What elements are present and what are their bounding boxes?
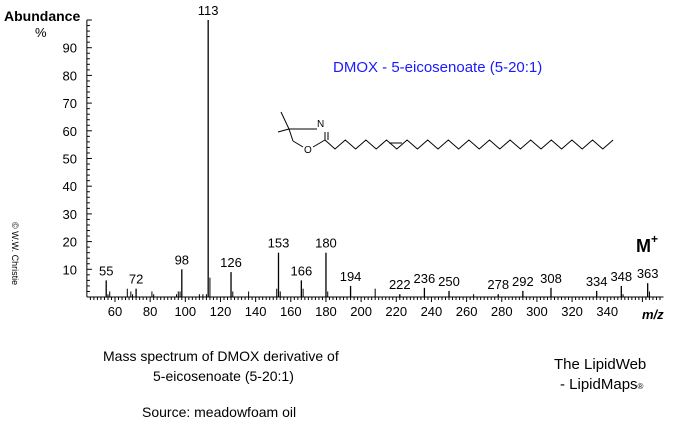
x-tick-label: 260 xyxy=(456,304,478,319)
y-tick-label: 20 xyxy=(63,235,77,250)
registered-mark: ® xyxy=(637,382,644,391)
x-tick-label: 300 xyxy=(526,304,548,319)
x-tick-label: 180 xyxy=(315,304,337,319)
molecular-ion-label: M+ xyxy=(636,232,658,256)
y-tick-label: 70 xyxy=(63,96,77,111)
branding-line-1: The LipidWeb xyxy=(554,356,647,373)
peak-label: 113 xyxy=(198,3,219,18)
y-tick-label: 80 xyxy=(63,68,77,83)
dmox-structure: NO xyxy=(277,111,614,156)
x-axis-title: m/z xyxy=(642,307,664,322)
peak-label: 194 xyxy=(340,269,362,284)
peak-label: 278 xyxy=(487,277,509,292)
copyright-text: © W.W. Christie xyxy=(10,222,20,285)
x-tick-label: 200 xyxy=(350,304,372,319)
peak-label: 348 xyxy=(610,269,632,284)
y-tick-label: 30 xyxy=(63,207,77,222)
x-tick-label: 140 xyxy=(245,304,267,319)
x-tick-label: 60 xyxy=(108,304,122,319)
peak-label: 334 xyxy=(586,274,608,289)
nitrogen-atom: N xyxy=(317,119,324,130)
caption-line-2: 5-eicosenoate (5-20:1) xyxy=(153,368,294,384)
y-tick-label: 40 xyxy=(63,179,77,194)
branding-name: - LipidMaps xyxy=(560,376,638,393)
x-tick-label: 220 xyxy=(385,304,407,319)
peak-label: 98 xyxy=(175,252,189,267)
y-axis-title: Abundance xyxy=(4,8,80,24)
peak-label: 236 xyxy=(414,271,436,286)
peak-label: 308 xyxy=(540,271,562,286)
x-tick-label: 160 xyxy=(280,304,302,319)
peak-label: 180 xyxy=(315,236,337,251)
peak-label: 166 xyxy=(290,263,312,278)
x-tick-label: 340 xyxy=(596,304,618,319)
peak-label: 55 xyxy=(99,263,113,278)
x-tick-label: 280 xyxy=(491,304,513,319)
x-tick-label: 80 xyxy=(143,304,157,319)
caption-source: Source: meadowfoam oil xyxy=(142,404,297,420)
oxygen-atom: O xyxy=(304,145,312,156)
x-tick-label: 100 xyxy=(174,304,196,319)
x-tick-label: 320 xyxy=(561,304,583,319)
peak-label: 222 xyxy=(389,277,411,292)
chart-title: DMOX - 5-eicosenoate (5-20:1) xyxy=(333,59,542,76)
x-tick-label: 120 xyxy=(210,304,232,319)
y-tick-label: 50 xyxy=(63,152,77,167)
ring-bond xyxy=(292,140,304,148)
peak-label: 250 xyxy=(438,274,460,289)
peak-label: 363 xyxy=(637,266,659,281)
y-tick-label: 60 xyxy=(63,124,77,139)
y-tick-label: 10 xyxy=(63,262,77,277)
peak-label: 153 xyxy=(268,236,290,251)
methyl-bond xyxy=(280,111,290,130)
y-axis-unit: % xyxy=(35,25,47,40)
y-tick-label: 90 xyxy=(63,41,77,56)
methyl-bond xyxy=(277,128,290,133)
peak-label: 126 xyxy=(220,255,242,270)
ring-bond xyxy=(312,139,326,148)
x-tick-label: 240 xyxy=(421,304,443,319)
caption-line-1: Mass spectrum of DMOX derivative of xyxy=(103,348,339,364)
peak-label: 72 xyxy=(129,272,143,287)
branding-line-2: - LipidMaps® xyxy=(560,376,643,393)
alkyl-chain xyxy=(324,139,614,150)
ring-bond xyxy=(288,128,294,142)
peak-label: 292 xyxy=(512,274,534,289)
